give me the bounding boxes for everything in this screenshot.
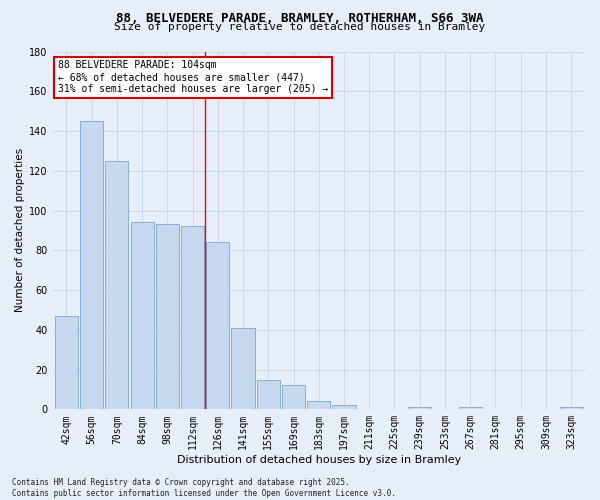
Bar <box>458 408 482 410</box>
Bar <box>332 406 356 409</box>
Bar <box>156 224 179 410</box>
Bar <box>257 380 280 410</box>
X-axis label: Distribution of detached houses by size in Bramley: Distribution of detached houses by size … <box>176 455 461 465</box>
Text: 88, BELVEDERE PARADE, BRAMLEY, ROTHERHAM, S66 3WA: 88, BELVEDERE PARADE, BRAMLEY, ROTHERHAM… <box>116 12 484 26</box>
Bar <box>181 226 204 410</box>
Bar <box>232 328 254 409</box>
Bar <box>560 408 583 410</box>
Bar <box>55 316 78 410</box>
Text: Contains HM Land Registry data © Crown copyright and database right 2025.
Contai: Contains HM Land Registry data © Crown c… <box>12 478 396 498</box>
Bar <box>206 242 229 410</box>
Bar <box>282 386 305 409</box>
Bar <box>408 408 431 410</box>
Bar <box>131 222 154 410</box>
Text: Size of property relative to detached houses in Bramley: Size of property relative to detached ho… <box>115 22 485 32</box>
Text: 88 BELVEDERE PARADE: 104sqm
← 68% of detached houses are smaller (447)
31% of se: 88 BELVEDERE PARADE: 104sqm ← 68% of det… <box>58 60 328 94</box>
Bar <box>307 402 331 409</box>
Y-axis label: Number of detached properties: Number of detached properties <box>15 148 25 312</box>
Bar <box>80 121 103 410</box>
Bar <box>105 161 128 410</box>
